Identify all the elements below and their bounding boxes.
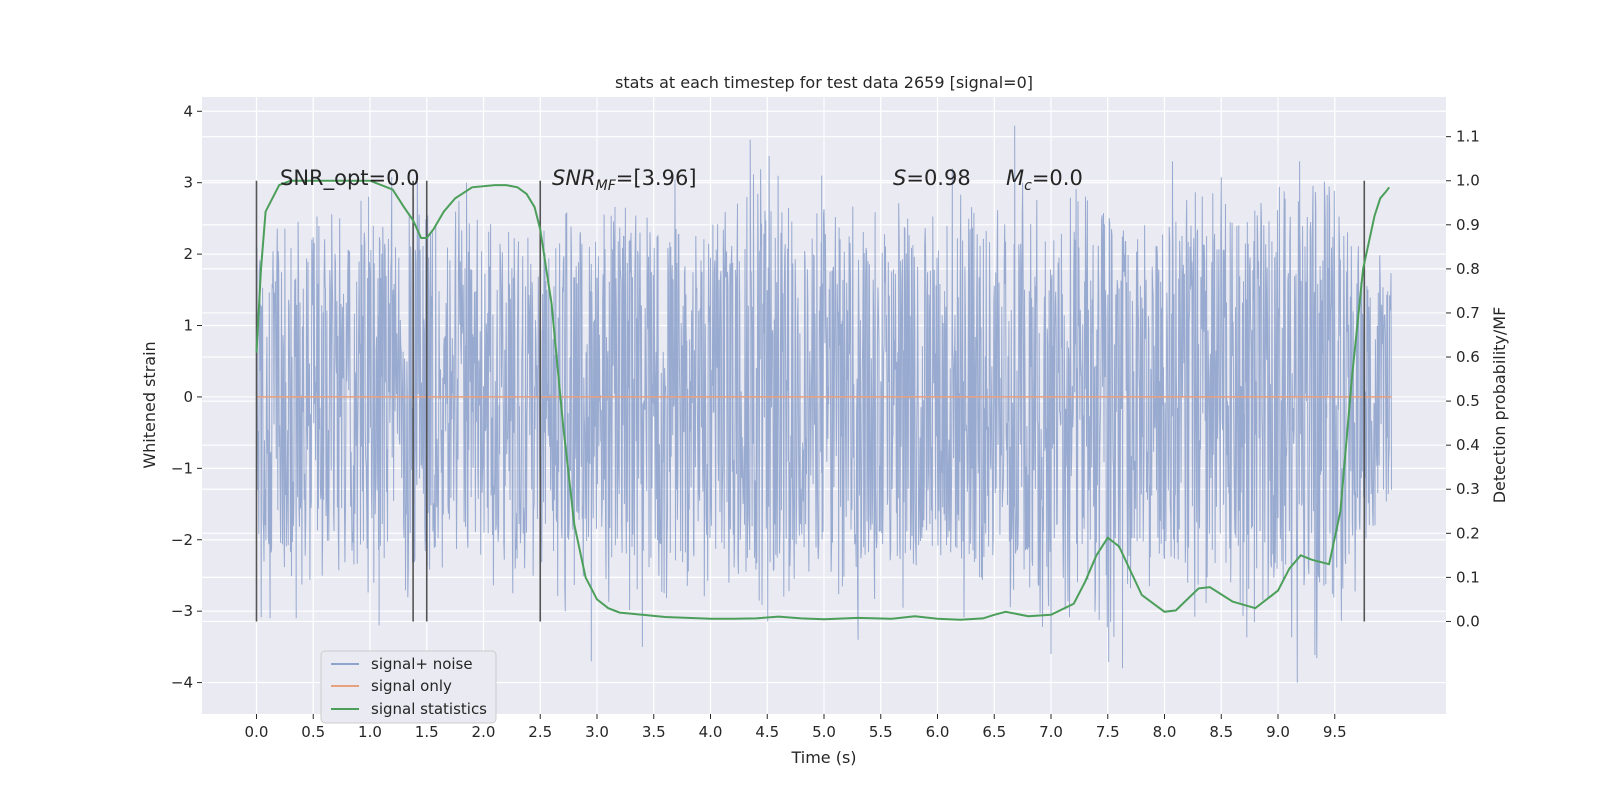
x-tick-label: 6.5 [982, 723, 1006, 741]
x-tick-label: 2.0 [472, 723, 496, 741]
x-tick-label: 2.5 [528, 723, 552, 741]
x-tick-label: 9.0 [1266, 723, 1290, 741]
y-axis-right-label: Detection probability/MF [1490, 307, 1509, 504]
x-tick-label: 6.0 [926, 723, 950, 741]
x-axis-ticks: 0.0 0.5 1.0 1.5 2.0 2.5 3.0 3.5 4.0 4.5 5.0 5.5 6.0 6… [245, 714, 1347, 741]
y-left-tick-label: 1 [183, 317, 193, 335]
x-tick-label: 8.0 [1153, 723, 1177, 741]
x-tick-label: 4.5 [755, 723, 779, 741]
y-right-tick-label: 0.6 [1456, 348, 1480, 366]
y-left-tick-label: −3 [171, 602, 193, 620]
y-axis-right-ticks: 0.0 0.1 0.2 0.3 0.4 0.5 0.6 0.7 0.8 0.9 1.0 1.1 [1446, 128, 1480, 630]
legend: signal+ noise signal only signal statist… [320, 650, 497, 724]
series-signal-statistics [255, 179, 1390, 621]
annotation-snr-mf: SNRMF=[3.96] [552, 166, 697, 194]
y-axis-left-label: Whitened strain [140, 341, 159, 468]
x-tick-label: 1.0 [358, 723, 382, 741]
signal-statistics-line [255, 179, 1390, 621]
x-tick-label: 5.0 [812, 723, 836, 741]
x-axis-label: Time (s) [790, 748, 856, 767]
y-right-tick-label: 0.1 [1456, 568, 1480, 586]
x-tick-label: 3.0 [585, 723, 609, 741]
y-left-tick-label: 2 [183, 245, 193, 263]
x-tick-label: 8.5 [1209, 723, 1233, 741]
y-right-tick-label: 0.2 [1456, 524, 1480, 542]
x-tick-label: 1.5 [415, 723, 439, 741]
annotation-mc: Mc=0.0 [1006, 166, 1083, 194]
x-tick-label: 5.5 [869, 723, 893, 741]
y-right-tick-label: 0.3 [1456, 480, 1480, 498]
x-tick-label: 0.5 [301, 723, 325, 741]
y-left-tick-label: 3 [183, 174, 193, 192]
annotation-snr-opt: SNR_opt=0.0 [280, 166, 420, 191]
x-tick-label: 3.5 [642, 723, 666, 741]
signal-noise-line [256, 125, 1392, 683]
y-right-tick-label: 0.4 [1456, 436, 1480, 454]
y-right-tick-label: 0.8 [1456, 260, 1480, 278]
y-left-tick-label: 0 [183, 388, 193, 406]
y-left-tick-label: 4 [183, 102, 193, 120]
y-right-tick-label: 0.9 [1456, 216, 1480, 234]
legend-label-signal-statistics: signal statistics [371, 700, 487, 718]
y-left-tick-label: −4 [171, 674, 193, 692]
x-tick-label: 9.5 [1323, 723, 1347, 741]
annotation-s: S=0.98 [893, 166, 971, 190]
y-axis-left-ticks: −4 −3 −2 −1 0 1 2 3 4 [171, 102, 202, 692]
x-tick-label: 7.5 [1096, 723, 1120, 741]
vertical-markers [255, 180, 1366, 622]
y-right-tick-label: 1.0 [1456, 172, 1480, 190]
y-left-tick-label: −1 [171, 459, 193, 477]
legend-box [320, 650, 497, 724]
x-tick-label: 4.0 [699, 723, 723, 741]
y-right-tick-label: 1.1 [1456, 128, 1480, 146]
legend-label-signal-only: signal only [371, 677, 452, 695]
series-signal-noise [256, 125, 1392, 683]
x-tick-label: 0.0 [245, 723, 269, 741]
y-right-tick-label: 0.0 [1456, 612, 1480, 630]
chart-title: stats at each timestep for test data 265… [615, 73, 1033, 92]
y-right-tick-label: 0.7 [1456, 304, 1480, 322]
x-tick-label: 7.0 [1039, 723, 1063, 741]
y-right-tick-label: 0.5 [1456, 392, 1480, 410]
legend-label-signal-noise: signal+ noise [371, 655, 473, 673]
y-left-tick-label: −2 [171, 531, 193, 549]
